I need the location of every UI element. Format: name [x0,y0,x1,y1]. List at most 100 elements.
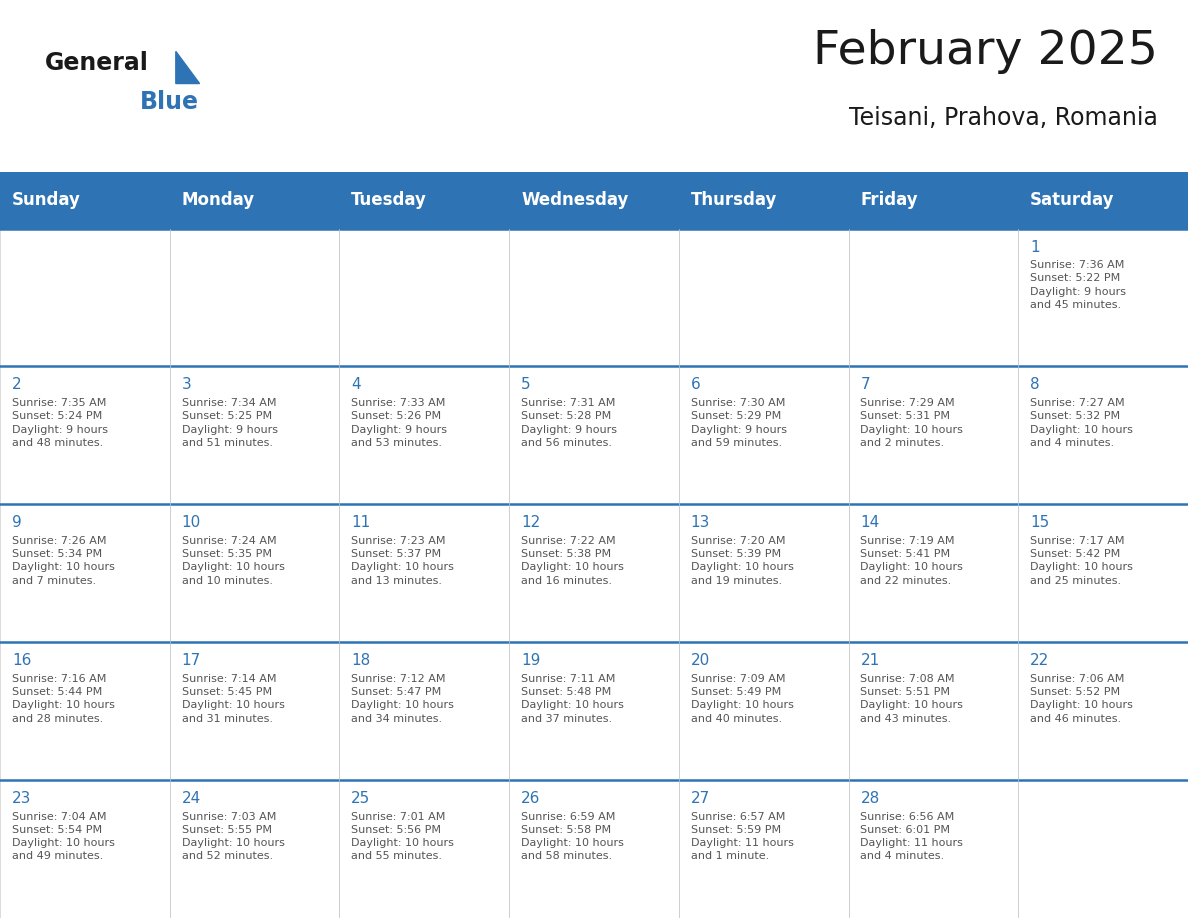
Text: Sunrise: 6:59 AM
Sunset: 5:58 PM
Daylight: 10 hours
and 58 minutes.: Sunrise: 6:59 AM Sunset: 5:58 PM Dayligh… [522,812,624,861]
Bar [0,229,170,366]
Text: 6: 6 [690,377,701,393]
Text: Sunrise: 7:35 AM
Sunset: 5:24 PM
Daylight: 9 hours
and 48 minutes.: Sunrise: 7:35 AM Sunset: 5:24 PM Dayligh… [12,398,108,448]
Text: Sunrise: 7:17 AM
Sunset: 5:42 PM
Daylight: 10 hours
and 25 minutes.: Sunrise: 7:17 AM Sunset: 5:42 PM Dayligh… [1030,536,1133,586]
Text: Saturday: Saturday [1030,191,1114,209]
Text: 28: 28 [860,791,879,806]
Text: Sunrise: 7:33 AM
Sunset: 5:26 PM
Daylight: 9 hours
and 53 minutes.: Sunrise: 7:33 AM Sunset: 5:26 PM Dayligh… [352,398,448,448]
Text: Sunday: Sunday [12,191,81,209]
Bar [848,780,1018,918]
Text: Sunrise: 7:01 AM
Sunset: 5:56 PM
Daylight: 10 hours
and 55 minutes.: Sunrise: 7:01 AM Sunset: 5:56 PM Dayligh… [352,812,454,861]
Text: Sunrise: 7:04 AM
Sunset: 5:54 PM
Daylight: 10 hours
and 49 minutes.: Sunrise: 7:04 AM Sunset: 5:54 PM Dayligh… [12,812,115,861]
Bar [340,504,510,643]
Text: Sunrise: 7:26 AM
Sunset: 5:34 PM
Daylight: 10 hours
and 7 minutes.: Sunrise: 7:26 AM Sunset: 5:34 PM Dayligh… [12,536,115,586]
Text: 13: 13 [690,515,710,531]
Text: Sunrise: 6:57 AM
Sunset: 5:59 PM
Daylight: 11 hours
and 1 minute.: Sunrise: 6:57 AM Sunset: 5:59 PM Dayligh… [690,812,794,861]
Text: 12: 12 [522,515,541,531]
Text: 27: 27 [690,791,710,806]
Bar [678,780,848,918]
Bar [678,366,848,504]
Text: 20: 20 [690,654,710,668]
Bar [848,643,1018,780]
Text: Sunrise: 7:23 AM
Sunset: 5:37 PM
Daylight: 10 hours
and 13 minutes.: Sunrise: 7:23 AM Sunset: 5:37 PM Dayligh… [352,536,454,586]
Bar [510,643,678,780]
Bar [170,504,340,643]
Bar [170,229,340,366]
Text: Monday: Monday [182,191,254,209]
Bar [170,643,340,780]
Text: 16: 16 [12,654,31,668]
Bar [1018,643,1188,780]
Text: 11: 11 [352,515,371,531]
Text: 9: 9 [12,515,21,531]
Text: General: General [45,51,148,75]
Text: 23: 23 [12,791,31,806]
Text: Blue: Blue [140,90,200,114]
Bar [848,504,1018,643]
Text: Sunrise: 7:22 AM
Sunset: 5:38 PM
Daylight: 10 hours
and 16 minutes.: Sunrise: 7:22 AM Sunset: 5:38 PM Dayligh… [522,536,624,586]
Text: 14: 14 [860,515,879,531]
Bar [1018,229,1188,366]
Text: Wednesday: Wednesday [522,191,628,209]
Bar [0,780,170,918]
Text: 1: 1 [1030,240,1040,254]
Bar [510,504,678,643]
Text: February 2025: February 2025 [814,28,1158,74]
Text: Sunrise: 7:08 AM
Sunset: 5:51 PM
Daylight: 10 hours
and 43 minutes.: Sunrise: 7:08 AM Sunset: 5:51 PM Dayligh… [860,674,963,723]
Text: 4: 4 [352,377,361,393]
Text: Sunrise: 7:19 AM
Sunset: 5:41 PM
Daylight: 10 hours
and 22 minutes.: Sunrise: 7:19 AM Sunset: 5:41 PM Dayligh… [860,536,963,586]
Text: 7: 7 [860,377,870,393]
Bar [510,366,678,504]
Bar [848,229,1018,366]
Text: Sunrise: 7:12 AM
Sunset: 5:47 PM
Daylight: 10 hours
and 34 minutes.: Sunrise: 7:12 AM Sunset: 5:47 PM Dayligh… [352,674,454,723]
Bar [340,229,510,366]
Text: 5: 5 [522,377,531,393]
Text: Sunrise: 7:29 AM
Sunset: 5:31 PM
Daylight: 10 hours
and 2 minutes.: Sunrise: 7:29 AM Sunset: 5:31 PM Dayligh… [860,398,963,448]
Text: Sunrise: 7:16 AM
Sunset: 5:44 PM
Daylight: 10 hours
and 28 minutes.: Sunrise: 7:16 AM Sunset: 5:44 PM Dayligh… [12,674,115,723]
Text: Thursday: Thursday [690,191,777,209]
Text: Sunrise: 7:27 AM
Sunset: 5:32 PM
Daylight: 10 hours
and 4 minutes.: Sunrise: 7:27 AM Sunset: 5:32 PM Dayligh… [1030,398,1133,448]
Text: 24: 24 [182,791,201,806]
Text: Sunrise: 7:30 AM
Sunset: 5:29 PM
Daylight: 9 hours
and 59 minutes.: Sunrise: 7:30 AM Sunset: 5:29 PM Dayligh… [690,398,786,448]
Text: 26: 26 [522,791,541,806]
Text: Friday: Friday [860,191,918,209]
Bar [678,229,848,366]
Text: 8: 8 [1030,377,1040,393]
Polygon shape [176,51,200,84]
Text: 22: 22 [1030,654,1049,668]
Text: Teisani, Prahova, Romania: Teisani, Prahova, Romania [849,106,1158,130]
Text: Sunrise: 7:31 AM
Sunset: 5:28 PM
Daylight: 9 hours
and 56 minutes.: Sunrise: 7:31 AM Sunset: 5:28 PM Dayligh… [522,398,617,448]
Text: Sunrise: 6:56 AM
Sunset: 6:01 PM
Daylight: 11 hours
and 4 minutes.: Sunrise: 6:56 AM Sunset: 6:01 PM Dayligh… [860,812,963,861]
Bar [1018,504,1188,643]
Bar [340,780,510,918]
Bar [0,366,170,504]
Text: Sunrise: 7:20 AM
Sunset: 5:39 PM
Daylight: 10 hours
and 19 minutes.: Sunrise: 7:20 AM Sunset: 5:39 PM Dayligh… [690,536,794,586]
Text: Sunrise: 7:09 AM
Sunset: 5:49 PM
Daylight: 10 hours
and 40 minutes.: Sunrise: 7:09 AM Sunset: 5:49 PM Dayligh… [690,674,794,723]
Bar [340,366,510,504]
Bar [510,229,678,366]
Bar [0,504,170,643]
Text: 17: 17 [182,654,201,668]
Bar [0,643,170,780]
Text: Sunrise: 7:11 AM
Sunset: 5:48 PM
Daylight: 10 hours
and 37 minutes.: Sunrise: 7:11 AM Sunset: 5:48 PM Dayligh… [522,674,624,723]
Text: 21: 21 [860,654,879,668]
Bar [1018,780,1188,918]
Text: 10: 10 [182,515,201,531]
Text: Sunrise: 7:03 AM
Sunset: 5:55 PM
Daylight: 10 hours
and 52 minutes.: Sunrise: 7:03 AM Sunset: 5:55 PM Dayligh… [182,812,284,861]
Text: Sunrise: 7:34 AM
Sunset: 5:25 PM
Daylight: 9 hours
and 51 minutes.: Sunrise: 7:34 AM Sunset: 5:25 PM Dayligh… [182,398,278,448]
Bar [1018,366,1188,504]
Text: 25: 25 [352,791,371,806]
Text: Sunrise: 7:24 AM
Sunset: 5:35 PM
Daylight: 10 hours
and 10 minutes.: Sunrise: 7:24 AM Sunset: 5:35 PM Dayligh… [182,536,284,586]
Bar [170,366,340,504]
Bar [678,643,848,780]
Text: 18: 18 [352,654,371,668]
Text: 15: 15 [1030,515,1049,531]
Bar [170,780,340,918]
Bar [510,780,678,918]
Bar [848,366,1018,504]
Text: Sunrise: 7:06 AM
Sunset: 5:52 PM
Daylight: 10 hours
and 46 minutes.: Sunrise: 7:06 AM Sunset: 5:52 PM Dayligh… [1030,674,1133,723]
Bar [340,643,510,780]
Text: 2: 2 [12,377,21,393]
Text: Sunrise: 7:14 AM
Sunset: 5:45 PM
Daylight: 10 hours
and 31 minutes.: Sunrise: 7:14 AM Sunset: 5:45 PM Dayligh… [182,674,284,723]
Bar [678,504,848,643]
Text: 19: 19 [522,654,541,668]
